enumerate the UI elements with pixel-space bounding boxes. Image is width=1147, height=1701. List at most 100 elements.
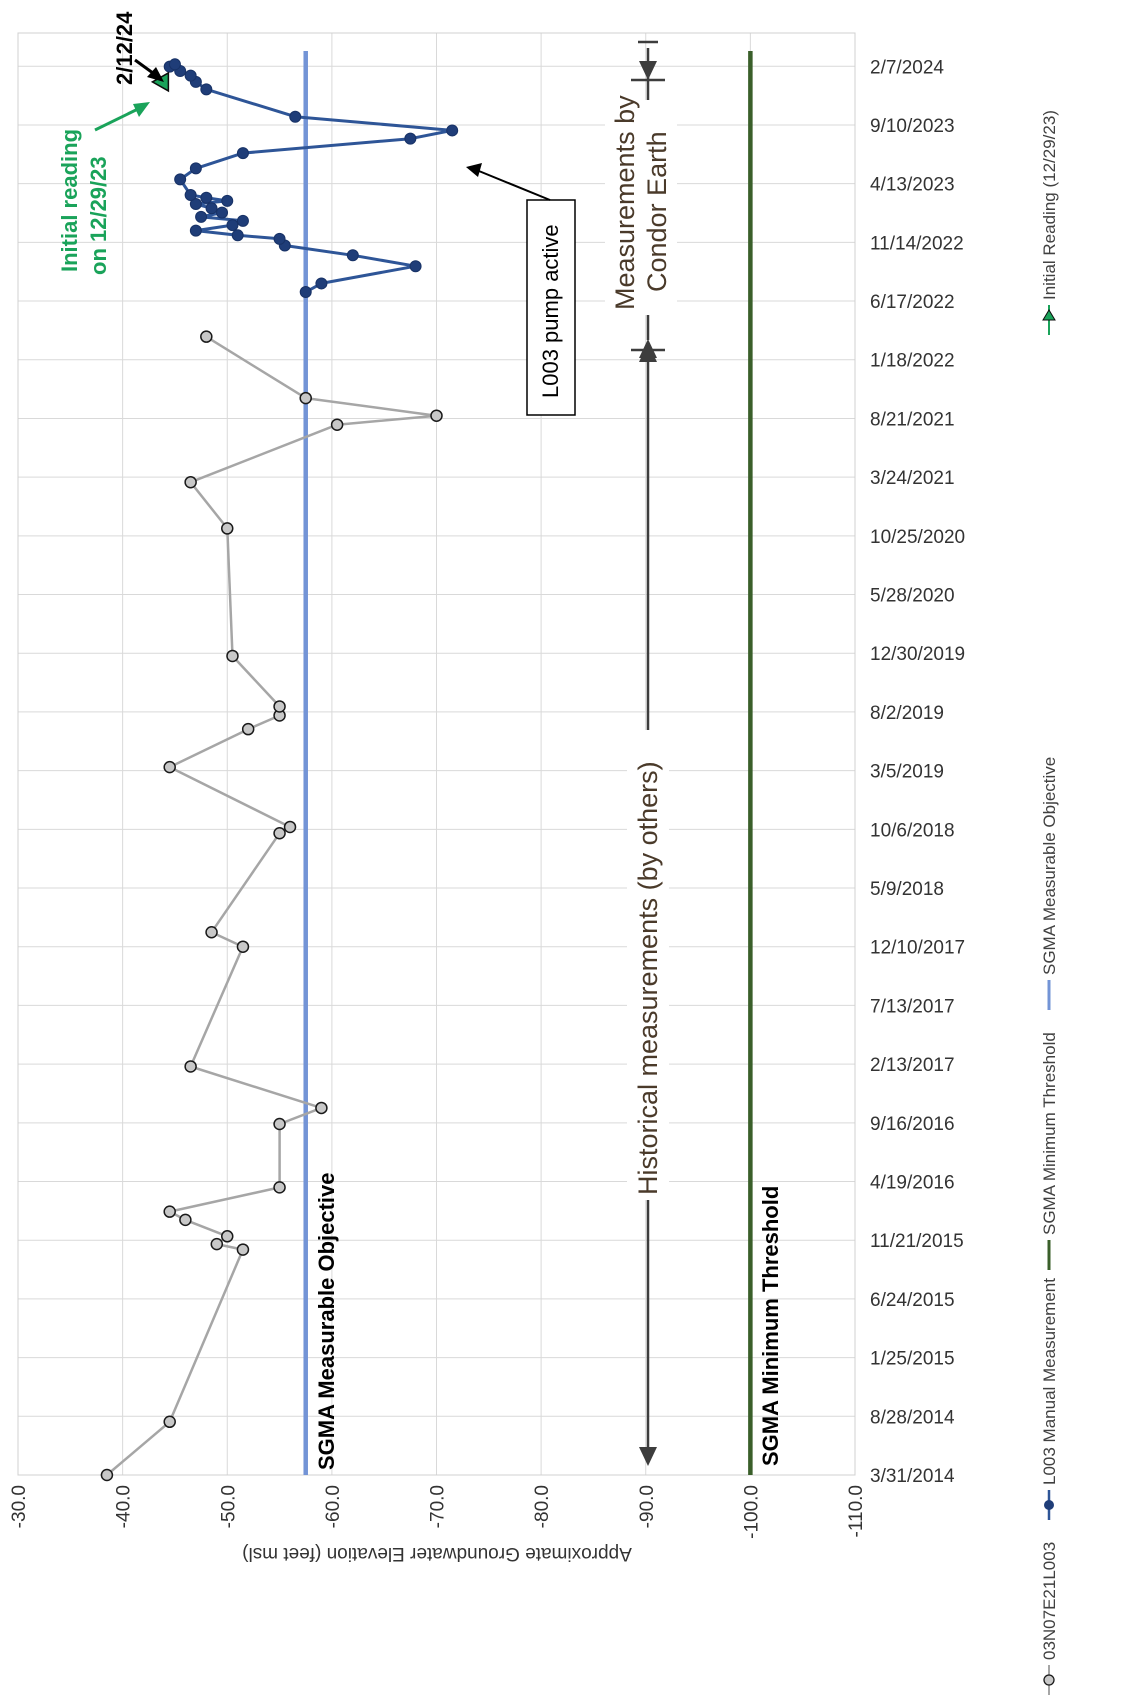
data-point-l003-manual-measurement bbox=[446, 124, 459, 137]
x-tick-label: 11/14/2022 bbox=[870, 233, 964, 254]
data-point-03n07e21l003 bbox=[221, 522, 234, 535]
data-point-l003-manual-measurement bbox=[168, 58, 181, 71]
initial-reading-line1: Initial reading bbox=[57, 129, 82, 272]
data-point-03n07e21l003 bbox=[273, 826, 286, 840]
data-point-l003-manual-measurement bbox=[221, 194, 234, 207]
x-tick-label: 12/10/2017 bbox=[870, 938, 965, 959]
data-point-l003-manual-measurement bbox=[409, 260, 422, 273]
data-point-03n07e21l003 bbox=[163, 1415, 176, 1429]
data-point-03n07e21l003 bbox=[210, 1237, 224, 1251]
data-point-03n07e21l003 bbox=[430, 409, 443, 422]
pump-active-arrow bbox=[473, 168, 551, 201]
x-tick-label: 10/6/2018 bbox=[870, 820, 955, 841]
minimum-threshold-label: SGMA Minimum Threshold bbox=[758, 1186, 783, 1466]
x-tick-label: 3/24/2021 bbox=[870, 468, 955, 489]
initial-reading-line2: on 12/29/23 bbox=[86, 156, 111, 275]
data-point-l003-manual-measurement bbox=[184, 69, 197, 82]
data-point-l003-manual-measurement bbox=[189, 198, 202, 211]
legend-label-initial-reading: Initial Reading (12/29/23) bbox=[1040, 110, 1059, 300]
x-tick-label: 3/5/2019 bbox=[870, 762, 944, 783]
condor-label-bg bbox=[605, 100, 677, 315]
data-point-03n07e21l003 bbox=[236, 940, 250, 953]
series-line-03n07e21l003 bbox=[106, 335, 438, 1476]
data-point-03n07e21l003 bbox=[200, 330, 213, 343]
pump-active-arrowhead bbox=[466, 163, 482, 177]
x-tick-label: 9/10/2023 bbox=[870, 116, 955, 137]
data-point-l003-manual-measurement bbox=[404, 132, 417, 145]
historical-label-bg bbox=[627, 730, 669, 1200]
data-point-03n07e21l003 bbox=[283, 820, 297, 834]
x-tick-label: 5/9/2018 bbox=[870, 879, 944, 900]
x-tick-label: 1/25/2015 bbox=[870, 1349, 955, 1370]
data-point-l003-manual-measurement bbox=[189, 162, 202, 175]
y-tick-label: -30.0 bbox=[9, 1485, 30, 1528]
y-tick-label: -110.0 bbox=[846, 1485, 867, 1537]
legend-label-measurable-objective: SGMA Measurable Objective bbox=[1040, 757, 1059, 975]
y-tick-label: -60.0 bbox=[323, 1485, 344, 1528]
pump-active-box bbox=[526, 199, 576, 416]
data-point-l003-manual-measurement bbox=[289, 110, 302, 123]
data-point-03n07e21l003 bbox=[100, 1468, 114, 1482]
data-point-l003-manual-measurement bbox=[231, 229, 244, 242]
data-point-03n07e21l003 bbox=[330, 418, 344, 431]
data-point-03n07e21l003 bbox=[241, 722, 255, 736]
historical-label: Historical measurements (by others) bbox=[633, 761, 663, 1195]
x-tick-label: 2/7/2024 bbox=[870, 57, 944, 78]
legend-label-03n07e21l003: 03N07E21L003 bbox=[1040, 1542, 1059, 1660]
data-point-03n07e21l003 bbox=[163, 760, 176, 774]
condor-arrowhead-top bbox=[639, 61, 657, 80]
legend-label-minimum-threshold: SGMA Minimum Threshold bbox=[1040, 1032, 1059, 1235]
data-point-l003-manual-measurement bbox=[174, 173, 187, 186]
y-axis-title: Approximate Groundwater Elevation (feet … bbox=[242, 1543, 632, 1564]
legend-label-l003-manual: L003 Manual Measurement bbox=[1040, 1278, 1059, 1485]
data-point-l003-manual-measurement bbox=[195, 210, 208, 223]
x-tick-label: 11/21/2015 bbox=[870, 1231, 964, 1252]
data-point-03n07e21l003 bbox=[315, 1101, 328, 1115]
x-tick-label: 9/16/2016 bbox=[870, 1114, 955, 1135]
data-point-03n07e21l003 bbox=[179, 1213, 192, 1227]
tick-labels: 3/31/2014 8/28/2014 1/25/2015 6/24/2015 11/2… bbox=[9, 57, 965, 1564]
data-point-03n07e21l003 bbox=[184, 475, 197, 489]
data-point-l003-manual-measurement bbox=[216, 206, 229, 219]
condor-arrowhead-bottom bbox=[639, 339, 657, 358]
legend: 03N07E21L003 L003 Manual Measurement SGMA … bbox=[1040, 110, 1059, 1695]
measurable-objective-label: SGMA Measurable Objective bbox=[314, 1172, 339, 1470]
data-point-l003-manual-measurement bbox=[315, 277, 328, 290]
date-2-12-24-label: 2/12/24 bbox=[112, 11, 137, 85]
x-tick-label: 8/2/2019 bbox=[870, 703, 944, 724]
data-point-l003-manual-measurement bbox=[200, 83, 213, 96]
legend-marker-l003-manual bbox=[1044, 1500, 1054, 1510]
x-tick-label: 8/28/2014 bbox=[870, 1407, 955, 1428]
historical-arrowhead-bottom bbox=[639, 1447, 657, 1466]
data-point-l003-manual-measurement bbox=[273, 232, 286, 245]
x-tick-label: 12/30/2019 bbox=[870, 644, 965, 665]
date-2-12-24-arrowhead bbox=[147, 67, 164, 82]
y-tick-label: -50.0 bbox=[218, 1485, 239, 1528]
data-point-l003-manual-measurement bbox=[184, 189, 197, 202]
grid bbox=[17, 32, 856, 1476]
x-tick-label: 10/25/2020 bbox=[870, 527, 965, 548]
data-point-l003-manual-measurement bbox=[200, 191, 213, 204]
data-point-03n07e21l003 bbox=[273, 1181, 286, 1194]
legend-marker-initial-reading bbox=[1042, 309, 1056, 321]
initial-reading-arrow bbox=[94, 106, 141, 132]
x-tick-label: 8/21/2021 bbox=[870, 409, 955, 430]
x-tick-label: 7/13/2017 bbox=[870, 996, 955, 1017]
data-point-l003-manual-measurement bbox=[236, 214, 249, 227]
y-tick-label: -90.0 bbox=[637, 1485, 658, 1528]
data-point-l003-manual-measurement bbox=[205, 202, 218, 215]
series bbox=[100, 58, 459, 1482]
x-tick-label: 3/31/2014 bbox=[870, 1466, 955, 1487]
data-point-03n07e21l003 bbox=[299, 391, 312, 405]
x-tick-label: 6/17/2022 bbox=[870, 292, 955, 313]
data-point-l003-manual-measurement bbox=[346, 249, 359, 262]
data-point-l003-manual-measurement bbox=[299, 286, 312, 299]
y-tick-label: -100.0 bbox=[741, 1485, 762, 1539]
x-tick-label: 6/24/2015 bbox=[870, 1290, 955, 1311]
x-tick-label: 1/18/2022 bbox=[870, 351, 955, 372]
x-tick-label: 5/28/2020 bbox=[870, 586, 955, 607]
pump-active-label: L003 pump active bbox=[538, 224, 563, 398]
data-point-03n07e21l003 bbox=[221, 1230, 234, 1243]
data-point-l003-manual-measurement bbox=[189, 224, 202, 237]
